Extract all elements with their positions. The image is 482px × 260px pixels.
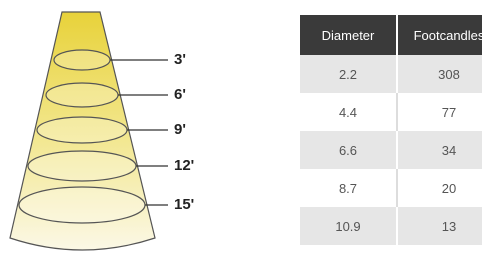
table-cell: 308 — [397, 55, 482, 93]
beam-ring — [54, 50, 110, 70]
table-cell: 13 — [397, 207, 482, 245]
beam-ring — [28, 151, 136, 181]
distance-label: 15' — [174, 196, 194, 213]
beam-ring — [19, 187, 145, 223]
table-cell: 8.7 — [300, 169, 397, 207]
distance-label: 6' — [174, 86, 186, 103]
table-cell: 77 — [397, 93, 482, 131]
distance-label: 12' — [174, 157, 194, 174]
table-cell: 2.2 — [300, 55, 397, 93]
table-cell: 10.9 — [300, 207, 397, 245]
distance-label: 9' — [174, 121, 186, 138]
table-cell: 34 — [397, 131, 482, 169]
page: 3' 6' 9' 12' 15' Diameter Footcandles 2.2308… — [0, 0, 482, 260]
distance-label: 3' — [174, 51, 186, 68]
header-cell: Footcandles — [397, 15, 482, 55]
cone-diagram: 3' 6' 9' 12' 15' — [0, 0, 300, 260]
table-cell: 20 — [397, 169, 482, 207]
beam-ring — [46, 83, 118, 107]
table-cell: 4.4 — [300, 93, 397, 131]
beam-ring — [37, 117, 127, 143]
header-cell: Diameter — [300, 15, 397, 55]
table-cell: 6.6 — [300, 131, 397, 169]
